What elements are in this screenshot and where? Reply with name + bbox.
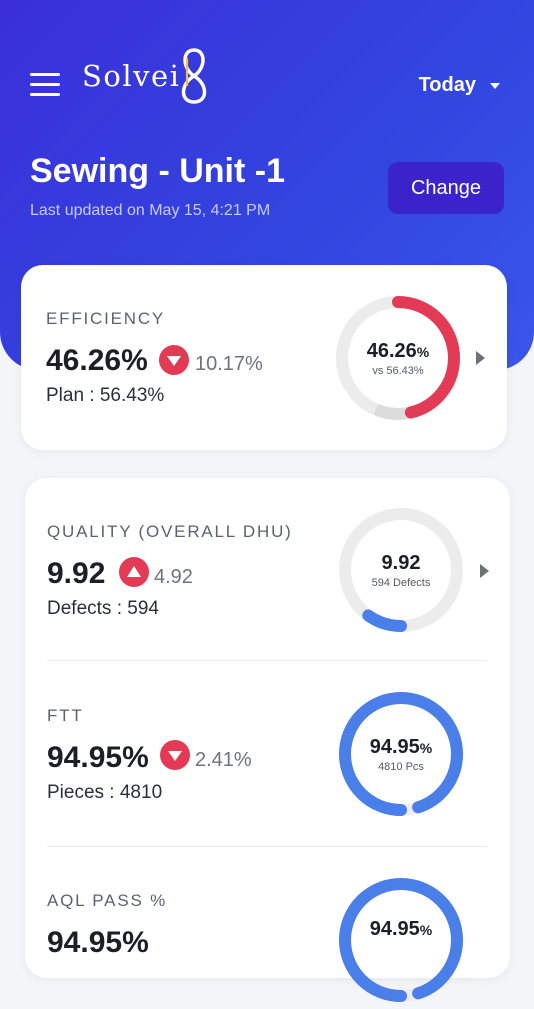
hamburger-menu-icon[interactable]: [30, 73, 60, 97]
metric-sub: Defects : 594: [47, 598, 159, 619]
donut-fill-arc: [336, 296, 460, 420]
page-title: Sewing - Unit -1: [30, 152, 285, 190]
chevron-down-icon: [490, 82, 500, 89]
donut-caption: vs 56.43%: [372, 364, 424, 377]
donut-value: 94.95: [369, 735, 420, 758]
metric-value: 94.95%: [47, 741, 149, 774]
metric-delta: 2.41%: [195, 749, 252, 771]
trend-down-icon: [160, 740, 190, 770]
ftt-donut: 94.95% 4810 Pcs: [337, 690, 465, 818]
metric-label: EFFICIENCY: [46, 309, 166, 328]
metric-sub: Pieces : 4810: [47, 782, 163, 803]
donut-unit: %: [419, 739, 433, 756]
donut-unit: %: [419, 922, 433, 938]
metric-label: QUALITY (OVERALL DHU): [47, 522, 293, 541]
chevron-right-icon[interactable]: [480, 564, 489, 578]
divider: [47, 660, 487, 661]
app-logo: Solvei: [82, 46, 210, 106]
metric-value: 46.26%: [46, 344, 148, 377]
metric-delta: 10.17%: [195, 353, 263, 375]
donut-value: 94.95: [369, 918, 420, 940]
aql-donut: 94.95%: [337, 876, 465, 1004]
metric-sub: Plan : 56.43%: [46, 385, 165, 406]
metric-label: AQL PASS %: [47, 891, 168, 910]
trend-down-icon: [159, 345, 189, 375]
efficiency-card[interactable]: EFFICIENCY 46.26% 10.17% Plan : 56.43% 4…: [21, 265, 507, 450]
donut-caption: 4810 Pcs: [378, 760, 424, 773]
divider: [47, 846, 487, 847]
efficiency-donut: 46.26% vs 56.43%: [334, 294, 462, 422]
change-unit-button[interactable]: Change: [388, 162, 504, 214]
donut-caption: 594 Defects: [371, 576, 431, 589]
metric-delta: 4.92: [154, 566, 193, 588]
quality-donut: 9.92 594 Defects: [337, 506, 465, 634]
donut-value: 9.92: [381, 551, 421, 574]
last-updated-text: Last updated on May 15, 4:21 PM: [30, 202, 271, 219]
quality-card: QUALITY (OVERALL DHU) 9.92 4.92 Defects …: [25, 478, 510, 1002]
chevron-right-icon[interactable]: [476, 351, 485, 365]
metric-value: 94.95%: [47, 926, 149, 959]
metric-label: FTT: [47, 706, 84, 725]
trend-up-icon: [119, 557, 149, 587]
period-label: Today: [418, 74, 476, 96]
donut-value: 46.26: [366, 339, 417, 362]
period-selector[interactable]: Today: [419, 74, 500, 97]
logo-infinity-icon: [182, 48, 207, 104]
donut-unit: %: [416, 343, 430, 360]
metric-value: 9.92: [47, 557, 106, 590]
donut-fill-arc: [339, 508, 463, 632]
donut-fill-arc: [339, 692, 463, 816]
